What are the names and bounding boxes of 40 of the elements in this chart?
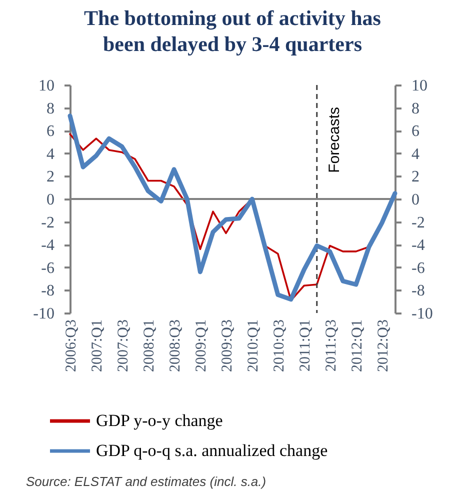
y2-tick-label: -6 <box>412 260 425 277</box>
x-tick-label: 2009:Q3 <box>219 320 236 372</box>
y-tick-label: 4 <box>46 146 54 163</box>
y-tick-label: -8 <box>41 282 54 300</box>
x-tick-label: 2007:Q3 <box>115 320 132 372</box>
x-tick-label: 2008:Q1 <box>142 320 158 372</box>
x-tick-label: 2008:Q3 <box>168 320 184 372</box>
y2-tick-label: 4 <box>412 146 420 163</box>
x-tick-label: 2011:Q1 <box>298 320 314 372</box>
y2-tick-label: 10 <box>412 78 428 94</box>
y-tick-label: 6 <box>46 123 54 140</box>
x-tick-label: 2010:Q1 <box>246 320 262 372</box>
y-tick-label: -2 <box>41 214 54 232</box>
y-tick-label: 2 <box>46 168 54 186</box>
y2-tick-label: 0 <box>412 192 420 208</box>
x-tick-label: 2012:Q1 <box>350 320 366 372</box>
legend-label: GDP y-o-y change <box>96 411 223 430</box>
ref-line-label: Forecasts <box>326 107 343 173</box>
x-tick-label: 2011:Q3 <box>323 320 340 372</box>
y2-tick-label: -4 <box>412 237 425 254</box>
y2-tick-label: 6 <box>412 123 420 140</box>
y2-tick-label: 2 <box>412 168 420 186</box>
legend-label: GDP q-o-q s.a. annualized change <box>96 441 328 460</box>
y-tick-label: 10 <box>38 78 54 94</box>
x-tick-label: 2012:Q3 <box>375 320 392 372</box>
y-tick-label: -4 <box>41 237 54 254</box>
y2-tick-label: 8 <box>412 100 420 118</box>
x-tick-label: 2009:Q1 <box>194 320 210 372</box>
y2-tick-label: -10 <box>412 306 433 322</box>
y-tick-label: 0 <box>46 192 54 208</box>
y-tick-label: -6 <box>41 260 54 277</box>
chart-title: The bottoming out of activity has been delayed by 3-4 quarters <box>84 6 381 56</box>
source-note: Source: ELSTAT and estimates (incl. s.a.) <box>26 474 266 489</box>
x-tick-label: 2010:Q3 <box>271 320 288 372</box>
x-tick-label: 2007:Q1 <box>90 320 106 372</box>
y2-tick-label: -2 <box>412 214 425 232</box>
x-tick-label: 2006:Q3 <box>64 320 80 372</box>
y-tick-label: 8 <box>46 100 54 118</box>
y2-tick-label: -8 <box>412 282 425 300</box>
y-tick-label: -10 <box>33 306 54 322</box>
